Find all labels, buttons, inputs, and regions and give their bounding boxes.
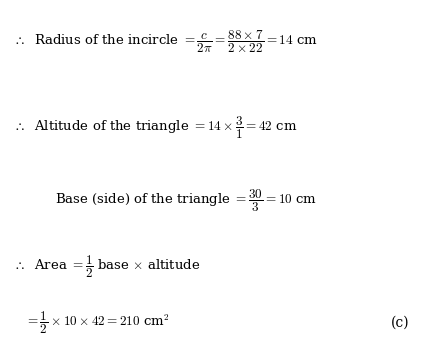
Text: $= \dfrac{1}{2} \times 10 \times 42 = 210$ cm$^{2}$: $= \dfrac{1}{2} \times 10 \times 42 = 21… xyxy=(25,310,170,336)
Text: $\therefore$  Altitude of the triangle $= 14 \times \dfrac{3}{1} = 42$ cm: $\therefore$ Altitude of the triangle $=… xyxy=(13,115,297,142)
Text: $\therefore$  Area $= \dfrac{1}{2}$ base $\times$ altitude: $\therefore$ Area $= \dfrac{1}{2}$ base … xyxy=(13,254,200,280)
Text: $\therefore$  Radius of the incircle $= \dfrac{c}{2\pi} = \dfrac{88 \times 7}{2 : $\therefore$ Radius of the incircle $= \… xyxy=(13,28,317,55)
Text: (c): (c) xyxy=(391,316,409,330)
Text: Base (side) of the triangle $= \dfrac{30}{3} = 10$ cm: Base (side) of the triangle $= \dfrac{30… xyxy=(55,188,317,214)
